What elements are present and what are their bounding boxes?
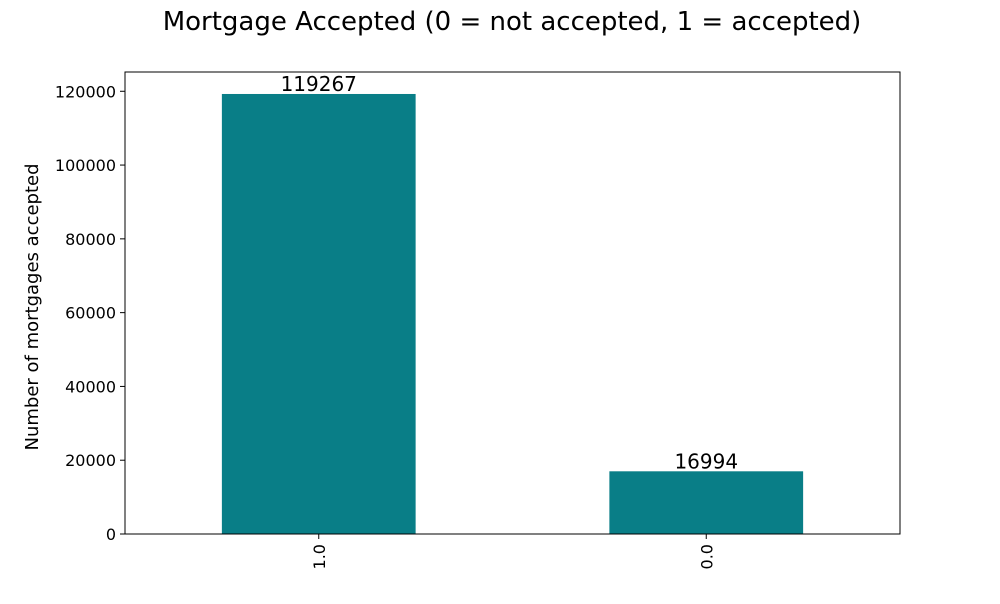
y-tick-label: 80000	[65, 230, 116, 249]
plot-area: 119267 1.0 16994 0.0 0 20000 40000 60000 80000 10…	[55, 71, 901, 569]
data-label: 16994	[674, 449, 738, 473]
bar-1-0	[221, 93, 416, 534]
x-tick-label: 1.0	[310, 544, 329, 569]
y-tick-label: 60000	[65, 304, 116, 323]
y-axis-label: Number of mortgages accepted	[22, 163, 43, 450]
chart-title: Mortgage Accepted (0 = not accepted, 1 =…	[163, 7, 862, 37]
data-label: 119267	[281, 72, 357, 96]
y-tick-label: 120000	[55, 82, 116, 101]
x-tick-label: 0.0	[697, 544, 716, 569]
bar-0-0	[609, 471, 804, 534]
y-tick-label: 40000	[65, 377, 116, 396]
y-tick-label: 20000	[65, 451, 116, 470]
y-tick-label: 100000	[55, 156, 116, 175]
plot-frame	[124, 71, 901, 535]
y-tick-label: 0	[106, 525, 116, 544]
